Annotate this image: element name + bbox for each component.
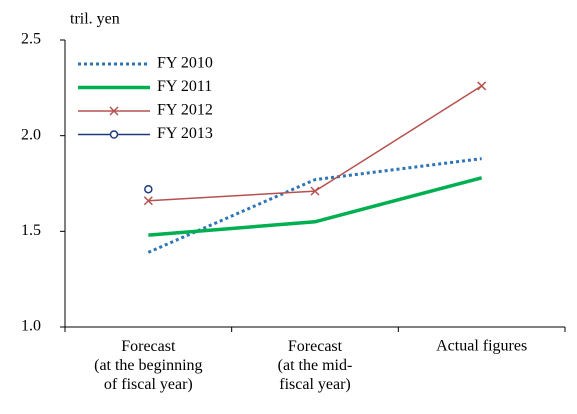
legend-marker (109, 130, 119, 139)
x-tick-label: Forecast (at the mid-fiscal year) (278, 338, 353, 393)
marker (310, 186, 320, 196)
legend-label: FY 2010 (157, 55, 213, 72)
marker (477, 81, 487, 91)
y-tick-label: 2.0 (21, 126, 41, 143)
marker (144, 184, 153, 194)
legend-label: FY 2011 (157, 78, 212, 95)
legend-marker (109, 106, 119, 116)
marker (143, 196, 153, 206)
y-tick-label: 2.5 (21, 31, 41, 48)
legend-label: FY 2012 (157, 102, 213, 119)
y-axis-label: tril. yen (70, 11, 120, 28)
x-tick-label: Actual figures (436, 338, 527, 355)
series-line (148, 176, 483, 237)
legend-label: FY 2013 (157, 125, 213, 142)
series-line (147, 157, 482, 254)
y-tick-label: 1.0 (21, 318, 41, 335)
x-tick-label: Forecast (at the beginning of fiscal year) (94, 338, 202, 393)
y-tick-label: 1.5 (21, 222, 41, 239)
